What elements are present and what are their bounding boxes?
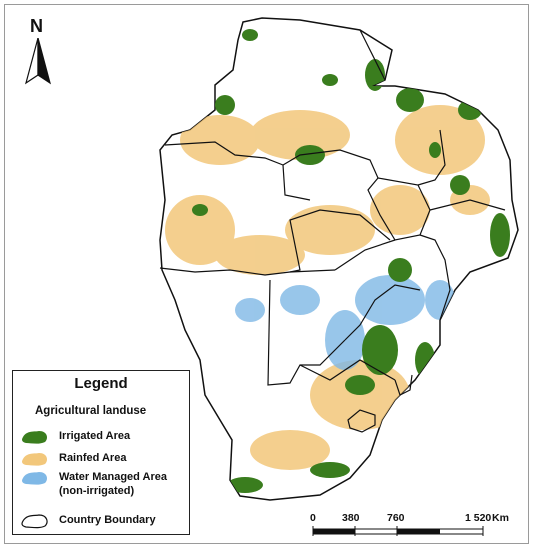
legend-box: Legend Agricultural landuse Irrigated Ar…: [12, 370, 190, 535]
north-letter: N: [30, 16, 43, 36]
legend-label-water-managed-sub: (non-irrigated): [59, 485, 135, 497]
scale-tick-760: 760: [387, 512, 405, 524]
scale-tick-1520: 1 520: [465, 512, 492, 524]
irrigated-swatch-icon: [22, 431, 47, 444]
country-boundary-swatch-icon: [21, 514, 48, 529]
scale-bar: 0 380 760 1 520 Km: [300, 512, 510, 540]
scale-unit: Km: [492, 512, 509, 524]
country-boundaries: [159, 29, 506, 433]
legend-title: Legend: [74, 375, 128, 392]
scale-tick-0: 0: [310, 512, 316, 524]
north-arrow-icon: [25, 38, 51, 85]
legend-subtitle: Agricultural landuse: [35, 405, 147, 417]
water-managed-swatch-icon: [22, 472, 47, 485]
map-frame: [4, 4, 529, 544]
irrigated-layer: [192, 29, 510, 493]
legend-label-water-managed: Water Managed Area: [59, 471, 167, 483]
scale-bar-graphic: [312, 526, 484, 536]
legend-label-country-boundary: Country Boundary: [59, 514, 156, 526]
scale-tick-380: 380: [342, 512, 360, 524]
rainfed-swatch-icon: [22, 453, 47, 466]
north-arrow: N: [20, 16, 60, 88]
legend-label-irrigated: Irrigated Area: [59, 430, 131, 442]
rainfed-layer: [165, 105, 490, 470]
legend-label-rainfed: Rainfed Area: [59, 452, 127, 464]
